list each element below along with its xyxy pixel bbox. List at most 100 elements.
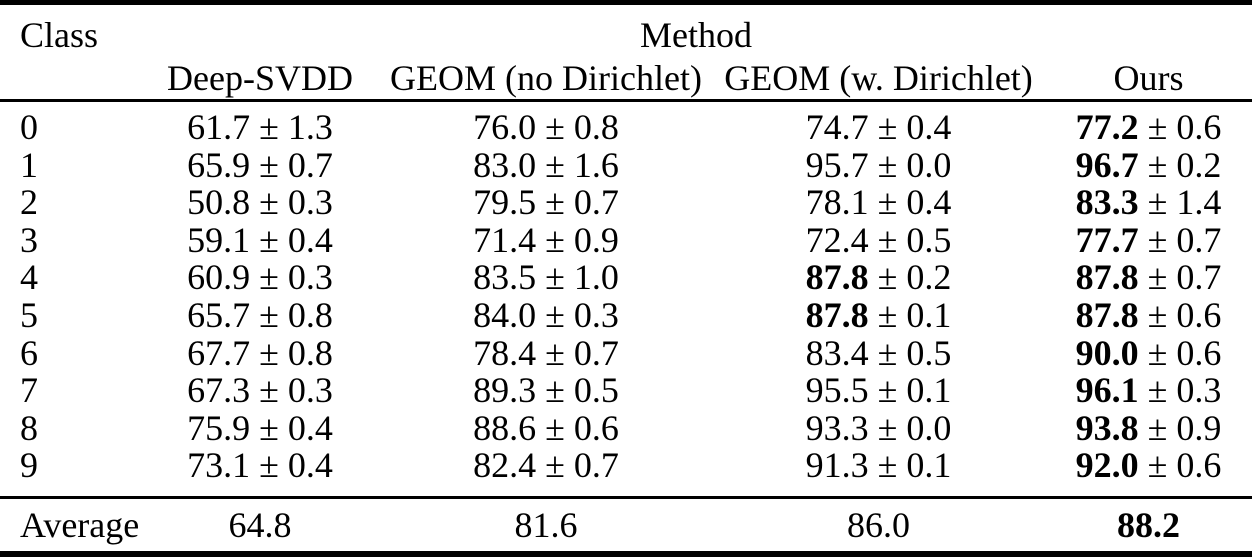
std-value: ± 0.1 — [868, 445, 952, 486]
class-result-row: 8 75.9 ± 0.4 88.6 ± 0.6 93.3 ± 0.0 93.8 ± 0.… — [0, 407, 1252, 448]
mean-value: 83.3 — [1075, 182, 1139, 223]
std-value: ± 0.2 — [868, 257, 952, 298]
result-cell: 92.0 ± 0.6 — [1045, 447, 1252, 497]
mean-value: 87.8 — [1075, 294, 1139, 335]
mean-value: 93.3 — [805, 407, 869, 448]
result-cell: 83.0 ± 1.6 — [380, 144, 712, 185]
class-label: 7 — [20, 370, 38, 411]
mean-value: 76.0 — [473, 107, 537, 147]
group-header-row: Class Method — [0, 3, 1252, 58]
std-value: ± 1.4 — [1138, 182, 1222, 223]
mean-value: 95.5 — [805, 370, 869, 411]
class-label: 9 — [20, 445, 38, 486]
std-value: ± 0.7 — [536, 182, 619, 223]
mean-value: 87.8 — [805, 257, 869, 298]
average-value-cell: 88.2 — [1045, 495, 1252, 554]
mean-value: 82.4 — [473, 445, 537, 486]
method-column-header: Ours — [1045, 57, 1252, 102]
result-cell: 75.9 ± 0.4 — [140, 407, 380, 448]
result-cell: 78.4 ± 0.7 — [380, 334, 712, 373]
mean-value: 78.1 — [805, 182, 869, 223]
average-value-cell: 64.8 — [140, 495, 380, 554]
mean-value: 84.0 — [473, 294, 537, 335]
result-cell: 79.5 ± 0.7 — [380, 182, 712, 223]
result-cell: 65.9 ± 0.7 — [140, 144, 380, 185]
std-value: ± 0.4 — [250, 407, 333, 448]
result-cell: 96.1 ± 0.3 — [1045, 370, 1252, 411]
std-value: ± 0.6 — [1138, 332, 1222, 373]
class-result-row: 5 65.7 ± 0.8 84.0 ± 0.3 87.8 ± 0.1 87.8 ± 0.… — [0, 294, 1252, 335]
result-cell: 83.3 ± 1.4 — [1045, 182, 1252, 223]
std-value: ± 0.6 — [1138, 294, 1222, 335]
mean-value: 65.9 — [187, 144, 251, 185]
method-group-header: Method — [640, 15, 752, 55]
mean-value: 79.5 — [473, 182, 537, 223]
std-value: ± 0.9 — [536, 219, 619, 260]
result-cell: 87.8 ± 0.7 — [1045, 259, 1252, 297]
std-value: ± 0.4 — [250, 445, 333, 486]
result-cell: 93.8 ± 0.9 — [1045, 407, 1252, 448]
result-cell: 76.0 ± 0.8 — [380, 101, 712, 147]
result-cell: 71.4 ± 0.9 — [380, 219, 712, 260]
result-cell: 67.3 ± 0.3 — [140, 370, 380, 411]
std-value: ± 0.6 — [536, 407, 619, 448]
class-label: 2 — [20, 182, 38, 223]
class-label: 4 — [20, 257, 38, 298]
std-value: ± 0.7 — [250, 144, 333, 185]
mean-value: 67.3 — [187, 370, 251, 411]
result-cell: 61.7 ± 1.3 — [140, 101, 380, 147]
std-value: ± 0.3 — [536, 294, 619, 335]
mean-value: 90.0 — [1075, 332, 1139, 373]
method-column-header: GEOM (w. Dirichlet) — [712, 57, 1045, 102]
mean-value: 96.1 — [1075, 370, 1139, 411]
mean-value: 83.4 — [805, 332, 869, 373]
mean-value: 96.7 — [1075, 144, 1139, 185]
mean-value: 77.7 — [1075, 219, 1139, 260]
mean-value: 60.9 — [187, 257, 251, 298]
result-cell: 72.4 ± 0.5 — [712, 219, 1045, 260]
std-value: ± 0.3 — [1138, 370, 1222, 411]
table-body: 0 61.7 ± 1.3 76.0 ± 0.8 74.7 ± 0.4 77.2 ± 0.… — [0, 101, 1252, 498]
mean-value: 83.0 — [473, 144, 537, 185]
table-header: Class Method Deep-SVDD GEOM (no Dirichlet… — [0, 3, 1252, 102]
mean-value: 73.1 — [187, 445, 251, 486]
mean-value: 77.2 — [1075, 107, 1139, 147]
std-value: ± 0.1 — [868, 370, 952, 411]
table-footer: Average 64.8 81.6 86.0 88.2 — [0, 495, 1252, 554]
std-value: ± 0.1 — [868, 294, 952, 335]
result-cell: 59.1 ± 0.4 — [140, 219, 380, 260]
result-cell: 87.8 ± 0.1 — [712, 294, 1045, 335]
mean-value: 87.8 — [1075, 257, 1139, 298]
class-result-row: 7 67.3 ± 0.3 89.3 ± 0.5 95.5 ± 0.1 96.1 ± 0.… — [0, 370, 1252, 411]
std-value: ± 0.0 — [868, 144, 952, 185]
result-cell: 60.9 ± 0.3 — [140, 259, 380, 297]
mean-value: 88.6 — [473, 407, 537, 448]
result-cell: 78.1 ± 0.4 — [712, 182, 1045, 223]
class-label: 0 — [20, 107, 38, 147]
mean-value: 89.3 — [473, 370, 537, 411]
std-value: ± 0.5 — [868, 332, 952, 373]
std-value: ± 0.9 — [1138, 407, 1222, 448]
mean-value: 67.7 — [187, 332, 251, 373]
std-value: ± 0.6 — [1138, 445, 1222, 486]
method-column-header: GEOM (no Dirichlet) — [380, 57, 712, 102]
std-value: ± 0.5 — [868, 219, 952, 260]
mean-value: 59.1 — [187, 219, 251, 260]
class-result-row: 9 73.1 ± 0.4 82.4 ± 0.7 91.3 ± 0.1 92.0 ± 0.… — [0, 447, 1252, 497]
class-result-row: 4 60.9 ± 0.3 83.5 ± 1.0 87.8 ± 0.2 87.8 ± 0.… — [0, 259, 1252, 297]
result-cell: 93.3 ± 0.0 — [712, 407, 1045, 448]
result-cell: 67.7 ± 0.8 — [140, 332, 380, 373]
std-value: ± 0.4 — [250, 219, 333, 260]
result-cell: 84.0 ± 0.3 — [380, 294, 712, 335]
mean-value: 65.7 — [187, 294, 251, 335]
mean-value: 72.4 — [805, 219, 869, 260]
result-cell: 88.6 ± 0.6 — [380, 407, 712, 448]
class-label: 3 — [20, 219, 38, 260]
result-cell: 87.8 ± 0.6 — [1045, 294, 1252, 335]
average-value-cell: 86.0 — [712, 495, 1045, 554]
method-column-header: Deep-SVDD — [140, 57, 380, 102]
result-cell: 95.5 ± 0.1 — [712, 370, 1045, 411]
class-result-row: 3 59.1 ± 0.4 71.4 ± 0.9 72.4 ± 0.5 77.7 ± 0.… — [0, 219, 1252, 260]
mean-value: 87.8 — [805, 294, 869, 335]
result-cell: 96.7 ± 0.2 — [1045, 144, 1252, 185]
